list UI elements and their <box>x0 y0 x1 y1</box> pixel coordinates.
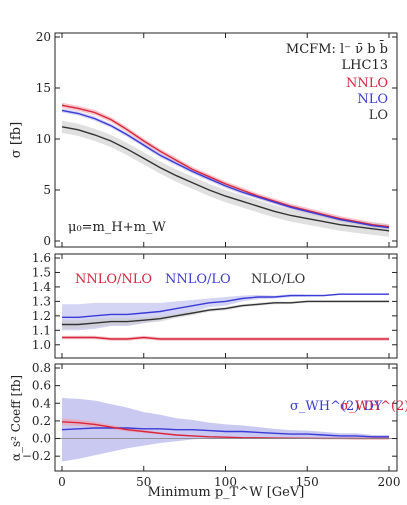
y-axis-label-cross-section: σ [fb] <box>9 122 24 158</box>
y-tick-label-p2: 1.4 <box>32 280 51 294</box>
y-tick-label-p2: 1.1 <box>32 323 51 337</box>
y-tick-label-p2: 1.3 <box>32 294 51 308</box>
line-p1-lo <box>61 126 390 232</box>
line-p2-nnlo-lo <box>62 293 389 318</box>
legend-nnlo: NNLO <box>346 76 388 91</box>
annotation-collider: LHC13 <box>342 58 388 73</box>
line-p1-nnlo <box>61 104 390 228</box>
coeff-label-dy: σ_WH^(2) DY <box>290 399 383 414</box>
x-tick-label: 50 <box>136 475 151 489</box>
band-p1-nnlo <box>62 102 389 230</box>
y-tick-label-p2: 1.5 <box>32 265 51 279</box>
x-axis-label: Minimum p_T^W [GeV] <box>148 485 305 500</box>
y-tick-label-p3: 0.4 <box>32 396 51 410</box>
x-tick-label: 150 <box>296 475 319 489</box>
y-tick-label-p3: 0.0 <box>32 432 51 446</box>
band-p2-nlo-lo <box>62 300 389 329</box>
ratio-label-nnlo-nlo: NNLO/NLO <box>75 272 152 287</box>
y-tick-label-p2: 1.2 <box>32 309 51 323</box>
y-tick-label-p3: 0.8 <box>32 361 51 375</box>
legend-lo: LO <box>369 108 388 123</box>
annotation-scale: μ₀=m_H+m_W <box>68 220 166 235</box>
line-p1-nlo <box>61 109 390 229</box>
y-tick-label-p3: 0.6 <box>32 379 51 393</box>
y-tick-label-p1: 15 <box>36 81 51 95</box>
y-tick-label-p2: 1.6 <box>32 251 51 265</box>
y-tick-label-p1: 10 <box>36 132 51 146</box>
legend-nlo: NLO <box>357 92 388 107</box>
y-tick-label-p3: 0.2 <box>32 414 51 428</box>
band-p1-nlo <box>62 108 389 230</box>
x-tick-label: 0 <box>58 475 66 489</box>
y-tick-label-p1: 20 <box>36 30 51 44</box>
y-tick-label-p3: −0.2 <box>22 449 51 463</box>
tick-layer: 0 5 10 15 20 1.01.11.21.31.41.51.6 −0.2 0.0 0.2 0… <box>22 30 401 489</box>
band-p3--wh-dy <box>62 397 389 462</box>
y-axis-label-coeff: α_s² Coeff [fb] <box>9 375 23 461</box>
band-p1-lo <box>62 120 389 237</box>
x-tick-label: 100 <box>214 475 237 489</box>
ratio-label-nnlo-lo: NNLO/LO <box>165 272 231 287</box>
x-tick-label: 200 <box>378 475 401 489</box>
y-tick-label-p2: 1.0 <box>32 338 51 352</box>
band-p2-nnlo-nlo <box>62 335 389 341</box>
line-layer <box>55 104 397 440</box>
line-p2-nlo-lo <box>62 300 389 326</box>
ratio-label-nlo-lo: NLO/LO <box>251 272 305 287</box>
y-tick-label-p1: 5 <box>43 183 51 197</box>
line-p2-nnlo-nlo <box>62 336 389 340</box>
y-tick-label-p1: 0 <box>43 234 51 248</box>
annotation-process: MCFM: l⁻ ν̄ b b̄ <box>286 40 388 57</box>
coeff-label-yt: σ_WH^(2) y_t <box>340 399 407 414</box>
